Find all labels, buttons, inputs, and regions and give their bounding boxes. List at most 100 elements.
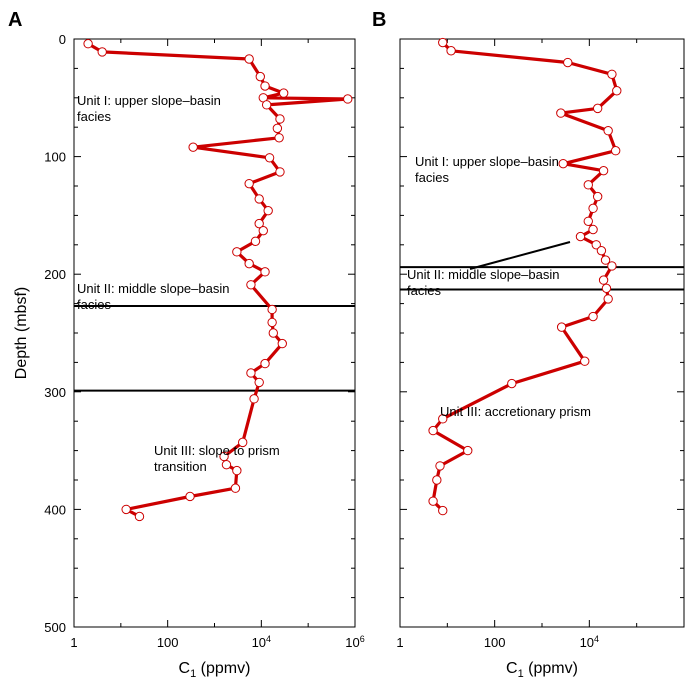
data-point bbox=[598, 275, 609, 285]
data-point bbox=[603, 126, 613, 136]
y-tick-label: 500 bbox=[44, 620, 66, 635]
data-point bbox=[612, 86, 622, 96]
data-point bbox=[188, 142, 198, 152]
y-axis-title: Depth (mbsf) bbox=[13, 287, 30, 379]
data-point bbox=[278, 88, 289, 98]
data-point bbox=[588, 203, 598, 214]
y-tick-label: 100 bbox=[44, 150, 66, 165]
data-point bbox=[244, 178, 254, 189]
data-point bbox=[600, 255, 611, 265]
data-point bbox=[246, 280, 256, 290]
data-point bbox=[264, 153, 275, 163]
data-point bbox=[275, 167, 285, 177]
panel-label: A bbox=[8, 9, 22, 31]
x-tick-label: 100 bbox=[484, 635, 506, 650]
data-point bbox=[601, 283, 612, 294]
data-point bbox=[558, 158, 568, 169]
data-point bbox=[592, 191, 603, 202]
data-point bbox=[556, 322, 567, 332]
data-point bbox=[274, 133, 284, 143]
data-point bbox=[575, 231, 586, 242]
data-point bbox=[272, 123, 283, 134]
data-point bbox=[263, 205, 273, 216]
y-tick-label: 400 bbox=[44, 502, 66, 517]
data-point bbox=[254, 194, 264, 204]
y-tick-label: 200 bbox=[44, 267, 66, 282]
data-point bbox=[428, 425, 438, 436]
data-point bbox=[583, 216, 593, 226]
data-point bbox=[563, 57, 573, 68]
data-point bbox=[258, 225, 268, 236]
unit-annotation: Unit III: accretionary prism bbox=[440, 404, 591, 419]
data-point bbox=[97, 47, 107, 57]
data-point bbox=[244, 258, 254, 269]
data-point bbox=[260, 267, 270, 277]
x-tick-label: 104 bbox=[580, 634, 599, 650]
data-point bbox=[438, 414, 448, 424]
data-point bbox=[591, 240, 601, 250]
data-point bbox=[580, 356, 590, 366]
y-tick-label: 300 bbox=[44, 385, 66, 400]
panel-label: B bbox=[372, 9, 386, 31]
data-point bbox=[592, 103, 603, 114]
data-point bbox=[603, 294, 613, 304]
data-point bbox=[428, 496, 438, 506]
data-point bbox=[237, 437, 248, 448]
data-point bbox=[435, 461, 445, 471]
data-point bbox=[277, 338, 287, 349]
data-point bbox=[607, 261, 617, 271]
data-point bbox=[343, 94, 353, 104]
data-point bbox=[83, 39, 93, 49]
unit-annotation: Unit II: middle slope–basin facies bbox=[77, 281, 229, 312]
data-point bbox=[221, 460, 232, 470]
data-point bbox=[588, 311, 598, 322]
x-tick-label: 100 bbox=[157, 635, 179, 650]
x-axis-title: C1 (ppmv) bbox=[179, 660, 251, 680]
data-point bbox=[244, 54, 254, 64]
data-point bbox=[463, 445, 473, 456]
plot-frame bbox=[399, 38, 685, 628]
data-point bbox=[556, 108, 566, 118]
data-point bbox=[268, 328, 278, 338]
data-point bbox=[446, 46, 456, 56]
data-point bbox=[249, 394, 259, 404]
x-tick-label: 1 bbox=[396, 635, 403, 650]
data-point bbox=[185, 491, 195, 502]
x-tick-label: 1 bbox=[70, 635, 77, 650]
data-point bbox=[432, 475, 442, 485]
data-point bbox=[255, 71, 265, 82]
data-point bbox=[121, 504, 131, 515]
unit-annotation: Unit III: slope to prism transition bbox=[154, 443, 280, 474]
data-point bbox=[250, 236, 261, 246]
data-point bbox=[230, 483, 241, 493]
data-point bbox=[588, 224, 598, 235]
unit-annotation: Unit I: upper slope–basin facies bbox=[77, 93, 221, 124]
plot-frame bbox=[73, 38, 356, 628]
x-tick-label: 106 bbox=[345, 634, 364, 650]
fault-marker bbox=[469, 241, 571, 270]
data-point bbox=[260, 81, 270, 91]
data-point bbox=[267, 304, 277, 315]
data-point bbox=[254, 377, 264, 388]
data-point bbox=[610, 146, 621, 156]
data-point bbox=[438, 505, 448, 516]
data-point bbox=[261, 100, 272, 110]
x-tick-label: 104 bbox=[252, 634, 271, 650]
unit-annotation: Unit I: upper slope–basin facies bbox=[415, 154, 559, 185]
data-point bbox=[246, 368, 256, 378]
data-point bbox=[583, 180, 593, 190]
data-point bbox=[254, 218, 264, 229]
data-point bbox=[507, 378, 517, 389]
y-tick-label: 0 bbox=[59, 32, 66, 47]
data-point bbox=[267, 317, 277, 328]
data-point bbox=[134, 511, 145, 522]
data-point bbox=[275, 114, 285, 124]
data-point bbox=[260, 358, 270, 369]
data-point bbox=[438, 37, 448, 48]
data-point bbox=[598, 166, 609, 176]
data-point bbox=[596, 245, 607, 256]
unit-annotation: Unit II: middle slope–basin facies bbox=[407, 267, 559, 298]
data-point bbox=[232, 247, 242, 257]
